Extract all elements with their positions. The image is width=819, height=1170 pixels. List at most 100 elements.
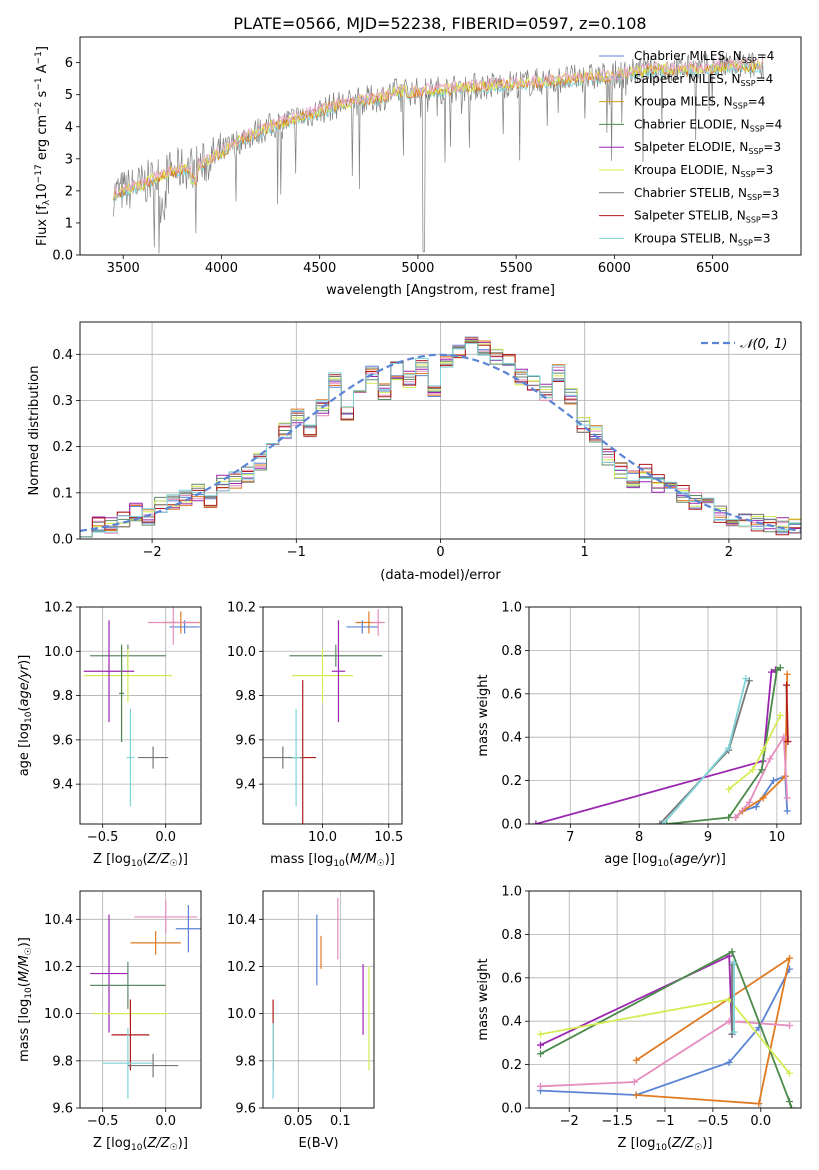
x-tick-label: 1 <box>581 545 589 560</box>
legend-entry: Kroupa MILES, NSSP=4 <box>634 95 765 111</box>
x-tick-label: 3500 <box>107 261 140 276</box>
x-tick-label: −1 <box>655 1114 674 1129</box>
series-point <box>663 820 671 824</box>
y-tick-label: 0.6 <box>501 687 522 702</box>
axes-frame <box>528 890 802 1109</box>
legend-entry: Chabrier MILES, NSSP=4 <box>634 49 774 65</box>
series-line-7 <box>662 678 747 824</box>
plot-area <box>263 609 385 824</box>
legend-entry: Chabrier ELODIE, NSSP=4 <box>634 117 782 133</box>
series-point <box>632 1056 640 1064</box>
y-tick-label: 0.1 <box>52 486 73 501</box>
y-tick-label: 10.0 <box>227 645 256 660</box>
y-tick-label: 10.4 <box>44 913 73 928</box>
plot-area <box>80 336 801 539</box>
series-line-6 <box>659 680 751 824</box>
plot-area <box>536 948 795 1108</box>
series-point <box>745 798 753 806</box>
series-point <box>725 744 733 752</box>
gaussian-curve <box>80 353 801 532</box>
y-tick-label: 9.4 <box>235 778 256 793</box>
y-tick-label: 0.0 <box>501 818 522 833</box>
series-point <box>758 766 766 774</box>
series-point <box>786 1069 794 1077</box>
series-point <box>536 1030 544 1038</box>
x-tick-label: 9 <box>704 830 712 845</box>
y-tick-label: 4 <box>65 120 73 135</box>
y-tick-label: 10.2 <box>227 960 256 975</box>
x-tick-label: 5000 <box>401 261 434 276</box>
y-tick-label: 9.6 <box>235 733 256 748</box>
y-tick-label: 0.4 <box>52 348 73 363</box>
series-point <box>728 948 736 956</box>
x-tick-label: −0.5 <box>87 1114 119 1129</box>
series-point <box>725 813 733 821</box>
y-tick-label: 9.6 <box>235 1102 256 1117</box>
series-point <box>786 1097 794 1105</box>
histogram-8 <box>80 342 801 539</box>
series-point <box>749 766 757 774</box>
series-point <box>759 746 767 754</box>
plot-area <box>532 664 792 824</box>
x-tick-label: 2 <box>725 545 733 560</box>
y-tick-label: 0.2 <box>501 774 522 789</box>
series-point <box>783 681 791 689</box>
model-spectrum-3 <box>112 58 764 198</box>
legend-entry: 𝒩(0, 1) <box>740 337 787 352</box>
x-tick-label: −2 <box>143 545 162 560</box>
x-axis-label: (data-model)/error <box>380 568 501 583</box>
series-point <box>656 820 664 824</box>
series-line-5 <box>728 715 782 790</box>
series-point <box>759 794 767 802</box>
series-line-1 <box>635 956 791 1105</box>
y-tick-label: 0.2 <box>501 1058 522 1073</box>
y-tick-label: 10.2 <box>44 960 73 975</box>
series-point <box>536 1050 544 1058</box>
plot-area <box>83 607 200 807</box>
x-tick-label: 10.0 <box>308 830 337 845</box>
panel-5: −0.5 0.0 9.6 9.8 10.0 10.2 10.4 Z [log10​(Z/Z☉​… <box>17 890 202 1153</box>
x-axis-label: age [log10​(age/yr)] <box>604 852 726 869</box>
axes-frame <box>262 606 403 825</box>
panel-6: 0.05 0.1 9.6 9.8 10.0 10.2 10.4 E(B-V) <box>227 890 375 1151</box>
x-tick-label: 6500 <box>696 261 729 276</box>
series-point <box>783 807 791 815</box>
series-point <box>783 670 791 678</box>
x-tick-label: −0.5 <box>697 1114 729 1129</box>
series-line-3 <box>535 669 776 824</box>
x-tick-label: −1 <box>287 545 306 560</box>
y-tick-label: 0.0 <box>501 1102 522 1117</box>
y-tick-label: 9.8 <box>235 689 256 704</box>
x-tick-label: 0.0 <box>155 830 176 845</box>
series-point <box>755 1100 763 1108</box>
y-axis-label: mass weight <box>476 674 491 756</box>
series-point <box>630 1078 638 1086</box>
series-point <box>632 1091 640 1099</box>
x-tick-label: −2 <box>560 1114 579 1129</box>
y-tick-label: 1.0 <box>501 885 522 900</box>
y-tick-label: 10.4 <box>227 913 256 928</box>
y-tick-label: 0.4 <box>501 731 522 746</box>
series-point <box>725 1058 733 1066</box>
x-tick-label: −0.5 <box>87 830 119 845</box>
y-tick-label: 0.2 <box>52 440 73 455</box>
panel-4: 7 8 9 10 0.0 0.2 0.4 0.6 0.8 1.0 age [log10​(age/y… <box>476 601 802 869</box>
legend-entry: Chabrier STELIB, NSSP=3 <box>634 186 780 202</box>
y-tick-label: 9.8 <box>52 689 73 704</box>
axes-frame <box>262 890 375 1109</box>
y-tick-label: 0.4 <box>501 1015 522 1030</box>
y-axis-label: mass [log10​(M/M☉​)] <box>17 937 34 1062</box>
series-point <box>783 794 791 802</box>
x-axis-label: wavelength [Angstrom, rest frame] <box>326 283 555 298</box>
x-tick-label: −1.5 <box>601 1114 633 1129</box>
y-tick-label: 10.2 <box>44 601 73 616</box>
series-point <box>766 755 774 763</box>
series-point <box>730 959 738 967</box>
y-tick-label: 10.2 <box>227 601 256 616</box>
y-tick-label: 6 <box>65 56 73 71</box>
histogram-6 <box>80 341 801 539</box>
x-tick-label: 0.05 <box>284 1114 313 1129</box>
panel-3: 10.0 10.5 9.4 9.6 9.8 10.0 10.2 mass [log10​(M/… <box>227 601 403 870</box>
series-point <box>536 1041 544 1049</box>
x-tick-label: 7 <box>566 830 574 845</box>
